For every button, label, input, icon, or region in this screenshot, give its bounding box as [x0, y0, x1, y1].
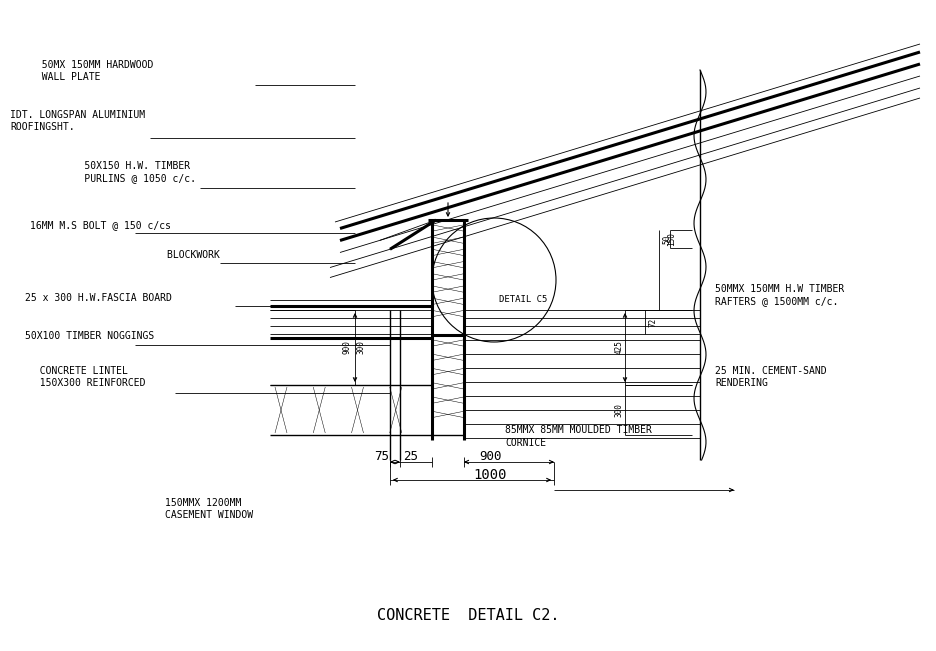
Text: 900: 900 [343, 340, 352, 354]
Text: CONCRETE  DETAIL C2.: CONCRETE DETAIL C2. [377, 607, 559, 622]
Text: 50MMX 150MM H.W TIMBER
RAFTERS @ 1500MM c/c.: 50MMX 150MM H.W TIMBER RAFTERS @ 1500MM … [715, 284, 844, 306]
Text: 425: 425 [615, 340, 623, 354]
Text: 72: 72 [649, 318, 657, 327]
Text: 150MMX 1200MM
CASEMENT WINDOW: 150MMX 1200MM CASEMENT WINDOW [165, 498, 253, 519]
Text: 1000: 1000 [474, 468, 506, 482]
Text: 75: 75 [374, 450, 389, 464]
Text: CORNICE: CORNICE [505, 438, 546, 448]
Text: 16MM M.S BOLT @ 150 c/cs: 16MM M.S BOLT @ 150 c/cs [30, 220, 171, 230]
Text: 150: 150 [667, 232, 676, 246]
Text: CONCRETE LINTEL
  150X300 REINFORCED: CONCRETE LINTEL 150X300 REINFORCED [28, 367, 145, 388]
Text: 50: 50 [663, 234, 671, 243]
Text: 25: 25 [403, 450, 418, 464]
Text: 300: 300 [615, 403, 623, 417]
Text: BLOCKWORK: BLOCKWORK [120, 250, 220, 260]
Text: 25 MIN. CEMENT-SAND
RENDERING: 25 MIN. CEMENT-SAND RENDERING [715, 367, 826, 388]
Text: 50X150 H.W. TIMBER
     PURLINS @ 1050 c/c.: 50X150 H.W. TIMBER PURLINS @ 1050 c/c. [55, 161, 196, 183]
Text: DETAIL C5: DETAIL C5 [499, 296, 548, 305]
Text: 50X100 TIMBER NOGGINGS: 50X100 TIMBER NOGGINGS [25, 331, 154, 341]
Text: 85MMX 85MM MOULDED TIMBER: 85MMX 85MM MOULDED TIMBER [505, 425, 651, 435]
Text: IDT. LONGSPAN ALUMINIUM
ROOFINGSHT.: IDT. LONGSPAN ALUMINIUM ROOFINGSHT. [10, 111, 145, 132]
Text: 50MX 150MM HARDWOOD
  WALL PLATE: 50MX 150MM HARDWOOD WALL PLATE [30, 61, 154, 82]
Text: 300: 300 [357, 340, 365, 354]
Text: 900: 900 [478, 450, 502, 464]
Text: 25 x 300 H.W.FASCIA BOARD: 25 x 300 H.W.FASCIA BOARD [25, 293, 172, 303]
